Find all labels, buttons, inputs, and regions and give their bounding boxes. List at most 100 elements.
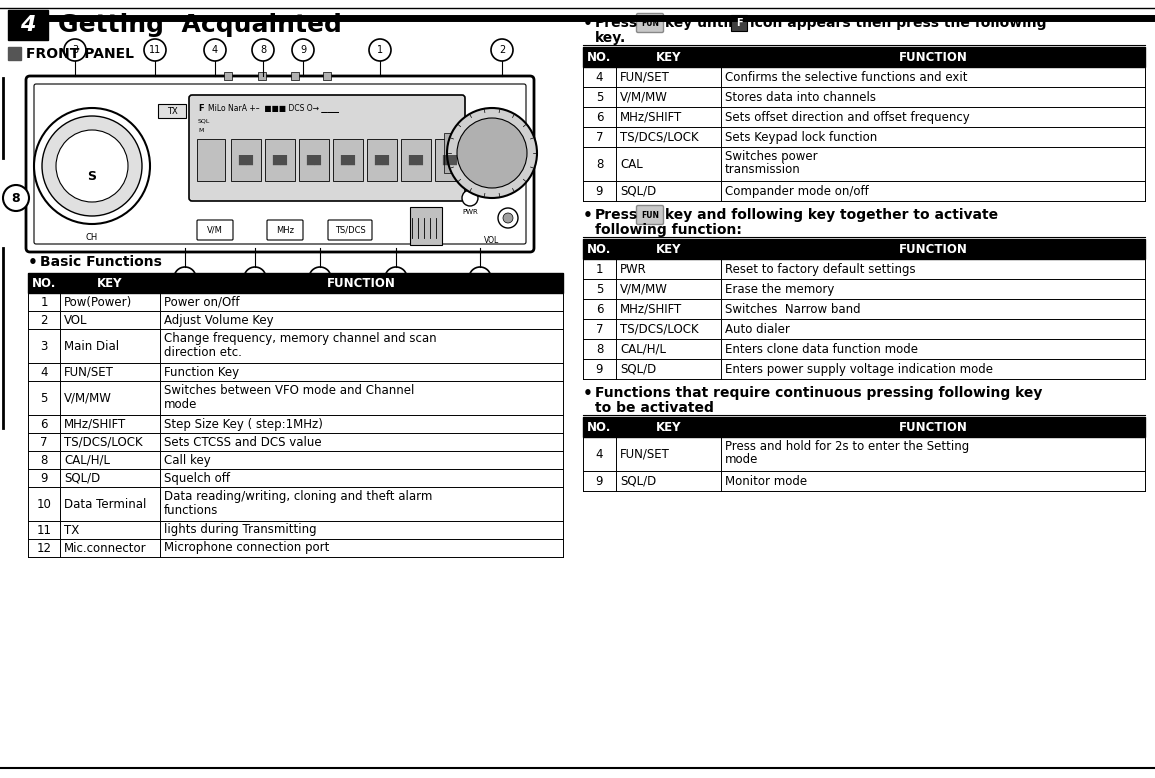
Text: 5: 5 [596, 282, 603, 296]
Circle shape [144, 39, 166, 61]
Text: FUN: FUN [641, 19, 660, 27]
Text: icon appears then press the following: icon appears then press the following [750, 16, 1046, 30]
Text: TX: TX [64, 524, 80, 537]
Text: 3: 3 [72, 45, 79, 55]
Text: 7: 7 [40, 436, 47, 448]
FancyBboxPatch shape [198, 220, 233, 240]
Text: ██: ██ [409, 155, 424, 165]
Text: •: • [28, 254, 38, 269]
Circle shape [462, 190, 478, 206]
Text: Erase the memory: Erase the memory [725, 282, 834, 296]
Text: Squelch off: Squelch off [164, 471, 230, 485]
Bar [410, 207, 442, 245]
Text: 11: 11 [149, 45, 162, 55]
Text: NO.: NO. [587, 51, 612, 64]
Circle shape [491, 39, 513, 61]
Text: Data Terminal: Data Terminal [64, 497, 147, 510]
Text: 2: 2 [40, 314, 47, 327]
Circle shape [498, 208, 517, 228]
Text: 1: 1 [596, 262, 603, 275]
Text: 7: 7 [596, 131, 603, 143]
Text: ██: ██ [273, 155, 288, 165]
Text: VOL: VOL [64, 314, 88, 327]
Text: NO.: NO. [32, 276, 57, 289]
Text: Press: Press [595, 208, 638, 222]
Text: key and following key together to activate: key and following key together to activa… [665, 208, 998, 222]
Text: FRONT PANEL: FRONT PANEL [27, 47, 134, 61]
Circle shape [469, 267, 491, 289]
Bar [28, 273, 562, 293]
FancyBboxPatch shape [231, 139, 261, 181]
Text: SQL/D: SQL/D [620, 184, 656, 198]
Text: 5: 5 [596, 90, 603, 103]
Text: Adjust Volume Key: Adjust Volume Key [164, 314, 274, 327]
Bar [444, 133, 456, 173]
Text: Power on/Off: Power on/Off [164, 296, 239, 309]
Text: V/M/MW: V/M/MW [64, 391, 112, 405]
Bar [258, 72, 266, 80]
Text: CAL/H/L: CAL/H/L [620, 342, 666, 356]
Text: KEY: KEY [656, 243, 681, 255]
Text: 8: 8 [596, 157, 603, 170]
Circle shape [244, 267, 266, 289]
Circle shape [385, 267, 407, 289]
Text: 10: 10 [37, 497, 52, 510]
FancyBboxPatch shape [27, 76, 534, 252]
Text: MHz/SHIFT: MHz/SHIFT [620, 303, 683, 316]
Circle shape [292, 39, 314, 61]
Circle shape [368, 39, 392, 61]
FancyBboxPatch shape [264, 139, 295, 181]
Text: Sets offset direction and offset frequency: Sets offset direction and offset frequen… [725, 110, 970, 124]
Text: Change frequency, memory channel and scan: Change frequency, memory channel and sca… [164, 332, 437, 345]
Text: VOL: VOL [484, 236, 500, 244]
Text: PWR: PWR [462, 209, 478, 215]
Text: V/M/MW: V/M/MW [620, 282, 668, 296]
Text: Auto dialer: Auto dialer [725, 323, 790, 335]
Text: Functions that require continuous pressing following key: Functions that require continuous pressi… [595, 386, 1042, 400]
Text: Sets CTCSS and DCS value: Sets CTCSS and DCS value [164, 436, 321, 448]
Text: FUNCTION: FUNCTION [327, 276, 396, 289]
Text: 1: 1 [377, 45, 383, 55]
Text: •: • [583, 16, 593, 30]
Text: Enters power supply voltage indication mode: Enters power supply voltage indication m… [725, 363, 993, 376]
Circle shape [3, 185, 29, 211]
Text: 6: 6 [252, 273, 258, 283]
Text: Confirms the selective functions and exit: Confirms the selective functions and exi… [725, 71, 968, 83]
FancyBboxPatch shape [636, 205, 663, 225]
Text: NO.: NO. [587, 420, 612, 433]
Bar [224, 72, 232, 80]
Bar [291, 72, 299, 80]
Text: key until: key until [665, 16, 732, 30]
Text: functions: functions [164, 504, 218, 517]
FancyBboxPatch shape [401, 139, 431, 181]
FancyBboxPatch shape [189, 95, 465, 201]
Text: 3: 3 [40, 339, 47, 352]
Text: TS/DCS/LOCK: TS/DCS/LOCK [620, 323, 699, 335]
Text: SQL/D: SQL/D [620, 363, 656, 376]
Text: 6: 6 [596, 303, 603, 316]
Text: CH: CH [85, 233, 98, 242]
Text: Pow(Power): Pow(Power) [64, 296, 133, 309]
Text: Getting  Acquainted: Getting Acquainted [58, 13, 342, 37]
Text: Monitor mode: Monitor mode [725, 475, 807, 488]
Text: FUNCTION: FUNCTION [899, 51, 968, 64]
Bar [583, 239, 1145, 259]
Text: ██: ██ [341, 155, 356, 165]
Text: Reset to factory default settings: Reset to factory default settings [725, 262, 916, 275]
Text: F: F [736, 18, 743, 28]
Circle shape [174, 267, 196, 289]
Text: direction etc.: direction etc. [164, 346, 241, 359]
Text: Step Size Key ( step:1MHz): Step Size Key ( step:1MHz) [164, 418, 323, 430]
Text: Microphone connection port: Microphone connection port [164, 541, 329, 555]
Text: FUN/SET: FUN/SET [620, 71, 670, 83]
Text: V/M/MW: V/M/MW [620, 90, 668, 103]
Text: 9: 9 [596, 184, 603, 198]
Text: 8: 8 [596, 342, 603, 356]
Text: TX: TX [166, 107, 178, 115]
Text: 9: 9 [596, 363, 603, 376]
Text: transmission: transmission [725, 163, 800, 176]
Text: KEY: KEY [656, 51, 681, 64]
Text: F: F [198, 104, 203, 113]
Text: KEY: KEY [656, 420, 681, 433]
Text: 11: 11 [37, 524, 52, 537]
